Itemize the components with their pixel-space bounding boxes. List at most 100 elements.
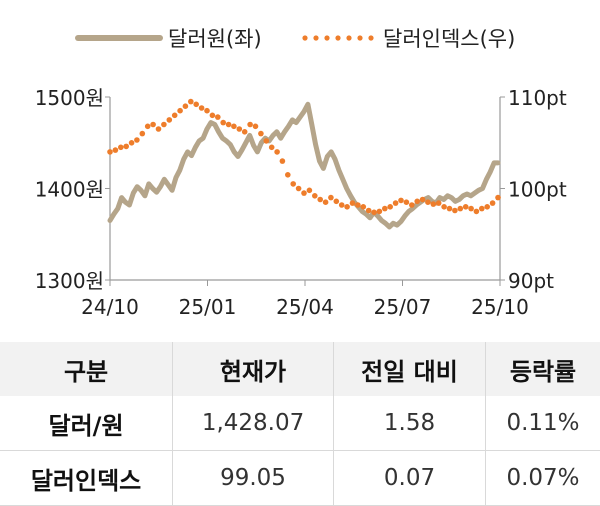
dollar-index-point: [107, 149, 113, 155]
legend-dot: [313, 35, 319, 41]
legend-dot: [335, 35, 341, 41]
x-tick-label: 25/07: [374, 295, 432, 319]
chart-axes: 1300원 1400원 1500원 90pt 100pt 110pt 24/10 25/01 2…: [35, 86, 567, 319]
legend-dot: [357, 35, 363, 41]
legend-dot: [324, 35, 330, 41]
quote-table: 구분 현재가 전일 대비 등락률 달러/원 1,428.07 1.58 0.11…: [0, 342, 600, 506]
header-category: 구분: [0, 342, 173, 396]
dollar-index-point: [409, 202, 415, 208]
legend-swatch-dollar-index: [302, 35, 374, 41]
dollar-index-point: [462, 204, 469, 210]
dollar-index-point: [236, 126, 243, 132]
table-row: 달러/원 1,428.07 1.58 0.11%: [0, 396, 600, 451]
legend-dot: [302, 35, 308, 41]
dollar-index-point: [134, 137, 140, 143]
dollar-index-point: [301, 190, 307, 196]
header-change: 전일 대비: [332, 342, 486, 396]
legend-dot: [368, 35, 374, 41]
header-rate: 등락률: [484, 342, 600, 396]
dollar-index-point: [328, 194, 334, 201]
dollar-index-point: [473, 208, 480, 215]
dollar-index-point: [182, 103, 189, 109]
dollar-index-point: [128, 140, 135, 146]
row-name: 달러/원: [0, 396, 173, 451]
dollar-index-point: [479, 205, 485, 212]
dollar-index-point: [457, 205, 464, 212]
dollar-index-point: [268, 144, 275, 151]
dollar-index-point: [209, 112, 216, 119]
dollar-index-point: [144, 123, 151, 130]
dollar-index-point: [382, 205, 388, 212]
dollar-index-point: [355, 202, 361, 208]
dollar-index-point: [489, 200, 496, 206]
dollar-index-point: [495, 194, 501, 201]
dollar-index-point: [204, 107, 210, 114]
dollar-index-point: [225, 121, 232, 128]
exchange-rate-chart: 달러원(좌) 달러인덱스(우) 1300원 1400원 1500원 90pt 100pt…: [35, 27, 567, 319]
dollar-index-point: [285, 172, 291, 178]
left-tick-label: 1300원: [35, 269, 104, 293]
dollar-index-point: [247, 121, 253, 128]
dollar-index-point: [376, 208, 383, 215]
table-header-row: 구분 현재가 전일 대비 등락률: [0, 342, 600, 396]
dollar-index-point: [139, 130, 146, 137]
dollar-index-point: [215, 114, 221, 120]
row-price: 1,428.07: [172, 396, 334, 451]
series-usdkrw: [107, 101, 501, 230]
dollar-index-point: [252, 123, 259, 130]
dollar-index-point: [171, 112, 178, 119]
dollar-index-point: [365, 207, 372, 214]
dollar-index-point: [398, 197, 404, 204]
dollar-index-point: [112, 147, 119, 153]
dollar-index-point: [166, 117, 173, 123]
dollar-index-point: [150, 121, 156, 128]
dollar-index-point: [403, 199, 410, 205]
dollar-index-point: [452, 207, 458, 214]
dollar-index-point: [344, 204, 350, 210]
dollar-index-point: [317, 196, 324, 203]
dollar-index-point: [338, 202, 345, 208]
row-rate: 0.07%: [484, 450, 600, 506]
x-tick-label: 24/10: [81, 295, 139, 319]
dollar-index-point: [258, 130, 264, 137]
dollar-index-point: [118, 144, 124, 151]
table-row: 달러인덱스 99.05 0.07 0.07%: [0, 450, 600, 506]
dollar-index-point: [193, 101, 199, 108]
dollar-index-point: [435, 200, 442, 206]
dollar-index-point: [425, 199, 431, 205]
dollar-index-point: [312, 193, 318, 199]
row-change: 1.58: [332, 396, 486, 451]
right-tick-label: 100pt: [508, 178, 567, 202]
dollar-index-point: [295, 185, 302, 192]
dollar-index-point: [123, 143, 129, 150]
dollar-index-point: [430, 201, 437, 207]
dollar-index-point: [349, 200, 356, 206]
dollar-index-point: [441, 204, 447, 210]
dollar-index-point: [177, 107, 183, 114]
dollar-index-point: [188, 98, 194, 105]
legend-label-usdkrw: 달러원(좌): [168, 27, 262, 51]
x-tick-label: 25/01: [179, 295, 237, 319]
dollar-index-point: [446, 205, 453, 212]
chart-legend: 달러원(좌) 달러인덱스(우): [75, 27, 515, 51]
dollar-index-point: [290, 181, 297, 187]
legend-dot: [346, 35, 352, 41]
legend-label-dollar-index: 달러인덱스(우): [383, 27, 515, 51]
dollar-index-point: [322, 199, 329, 205]
header-price: 현재가: [172, 342, 334, 396]
right-tick-label: 90pt: [508, 269, 554, 293]
dollar-index-point: [155, 126, 162, 132]
dollar-index-point: [274, 149, 280, 155]
left-tick-label: 1500원: [35, 86, 104, 110]
dollar-index-point: [371, 209, 377, 216]
dollar-index-point: [392, 200, 399, 206]
dollar-index-point: [484, 204, 491, 210]
dollar-index-point: [231, 123, 237, 130]
row-name: 달러인덱스: [0, 450, 173, 506]
dollar-index-point: [387, 204, 394, 210]
dollar-index-point: [161, 121, 167, 128]
row-change: 0.07: [332, 450, 486, 506]
row-rate: 0.11%: [484, 396, 600, 451]
dollar-index-point: [360, 204, 367, 210]
left-tick-label: 1400원: [35, 178, 104, 202]
